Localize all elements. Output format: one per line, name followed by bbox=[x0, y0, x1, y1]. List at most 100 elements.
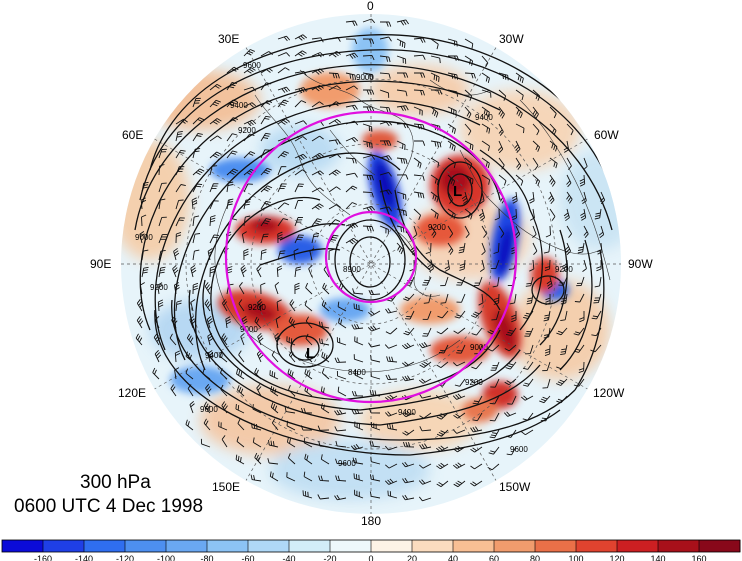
wind-barb bbox=[175, 149, 186, 159]
wind-barb bbox=[494, 208, 500, 221]
wind-barb bbox=[260, 82, 272, 91]
wind-barb bbox=[447, 123, 456, 134]
wind-barb bbox=[328, 85, 341, 91]
wind-barb bbox=[599, 191, 606, 205]
wind-barb bbox=[243, 215, 251, 227]
wind-barb bbox=[403, 327, 415, 336]
wind-barb bbox=[362, 155, 376, 160]
wind-barb bbox=[294, 120, 308, 125]
wind-barb bbox=[209, 99, 221, 108]
wind-barb bbox=[303, 437, 313, 448]
wind-barb bbox=[573, 327, 585, 336]
wind-barb bbox=[564, 242, 572, 256]
wind-barb bbox=[277, 202, 290, 210]
wind-barb bbox=[294, 50, 307, 57]
contour-label: 9600 bbox=[200, 405, 218, 414]
wind-barb bbox=[236, 385, 245, 397]
wind-barb bbox=[241, 231, 247, 244]
wind-barb bbox=[226, 133, 238, 142]
wind-barb bbox=[447, 140, 456, 152]
wind-barb bbox=[549, 140, 558, 152]
wind-barb bbox=[369, 440, 381, 448]
wind-barb bbox=[548, 191, 555, 204]
wind-barb bbox=[464, 157, 473, 169]
wind-barb bbox=[345, 172, 358, 178]
wind-barb bbox=[288, 350, 296, 363]
wind-barb bbox=[260, 233, 269, 244]
wind-barb bbox=[369, 491, 381, 499]
wind-barb bbox=[239, 282, 245, 295]
wind-barb bbox=[532, 225, 537, 239]
wind-barb bbox=[175, 118, 188, 125]
wind-barb bbox=[560, 344, 568, 356]
wind-barb bbox=[515, 89, 524, 101]
wind-barb bbox=[302, 490, 313, 499]
wind-barb bbox=[413, 106, 423, 116]
wind-barb bbox=[524, 327, 534, 337]
wind-barb bbox=[336, 337, 347, 346]
wind-barb bbox=[328, 119, 341, 125]
wind-barb bbox=[447, 106, 457, 116]
wind-barb bbox=[362, 18, 376, 24]
wind-barb bbox=[543, 310, 551, 322]
wind-barb bbox=[209, 118, 222, 125]
wind-barb bbox=[311, 68, 324, 75]
wind-barb bbox=[529, 208, 535, 221]
wind-barb bbox=[470, 480, 483, 487]
wind-barb bbox=[335, 440, 347, 448]
wind-barb bbox=[318, 441, 330, 448]
wind-barb bbox=[515, 72, 524, 84]
colorbar-swatch bbox=[412, 540, 454, 552]
wind-barb bbox=[328, 234, 339, 244]
wind-barb bbox=[549, 208, 556, 221]
wind-barb bbox=[175, 231, 182, 244]
wind-barb bbox=[311, 152, 324, 160]
wind-barb bbox=[309, 248, 315, 261]
wind-barb bbox=[277, 86, 291, 93]
contour-label: 9400 bbox=[398, 408, 416, 417]
wind-barb bbox=[481, 55, 489, 68]
wind-barb bbox=[386, 423, 398, 431]
wind-barb bbox=[311, 135, 324, 142]
wind-barb bbox=[430, 157, 440, 168]
wind-barb bbox=[573, 344, 585, 353]
wind-barb bbox=[236, 436, 245, 448]
wind-barb bbox=[566, 225, 572, 238]
wind-barb bbox=[328, 219, 341, 227]
wind-barb bbox=[471, 361, 483, 370]
wind-barb bbox=[287, 453, 296, 465]
wind-barb bbox=[226, 198, 234, 210]
wind-barb bbox=[337, 301, 347, 312]
wind-barb bbox=[402, 494, 415, 501]
wind-barb bbox=[507, 395, 517, 405]
wind-barb bbox=[430, 174, 439, 185]
wind-barb bbox=[511, 191, 518, 204]
wind-barb bbox=[438, 344, 449, 354]
wind-barb bbox=[511, 311, 517, 323]
wind-barb bbox=[139, 282, 145, 295]
wind-barb bbox=[311, 170, 324, 176]
wind-barb bbox=[318, 338, 330, 346]
longitude-label-120e: 120E bbox=[118, 386, 146, 400]
wind-barb bbox=[515, 174, 524, 186]
wind-barb bbox=[396, 55, 407, 64]
wind-barbs bbox=[135, 18, 606, 502]
wind-barb bbox=[456, 293, 466, 303]
wind-barb bbox=[254, 316, 262, 329]
wind-barb bbox=[583, 157, 588, 171]
wind-barb bbox=[289, 299, 296, 312]
wind-barb bbox=[209, 215, 216, 227]
wind-barb bbox=[368, 310, 381, 316]
wind-barb bbox=[243, 49, 255, 57]
contour-label: 9000 bbox=[240, 325, 258, 334]
wind-barb bbox=[447, 191, 453, 204]
wind-barb bbox=[478, 208, 486, 222]
wind-barb bbox=[173, 247, 180, 261]
contour-label: 9200 bbox=[248, 303, 266, 312]
wind-barb bbox=[226, 168, 239, 176]
wind-barb bbox=[511, 208, 517, 221]
wind-barb bbox=[192, 183, 203, 193]
wind-barb bbox=[405, 310, 415, 320]
wind-barb bbox=[594, 276, 602, 288]
wind-barb bbox=[369, 389, 381, 397]
